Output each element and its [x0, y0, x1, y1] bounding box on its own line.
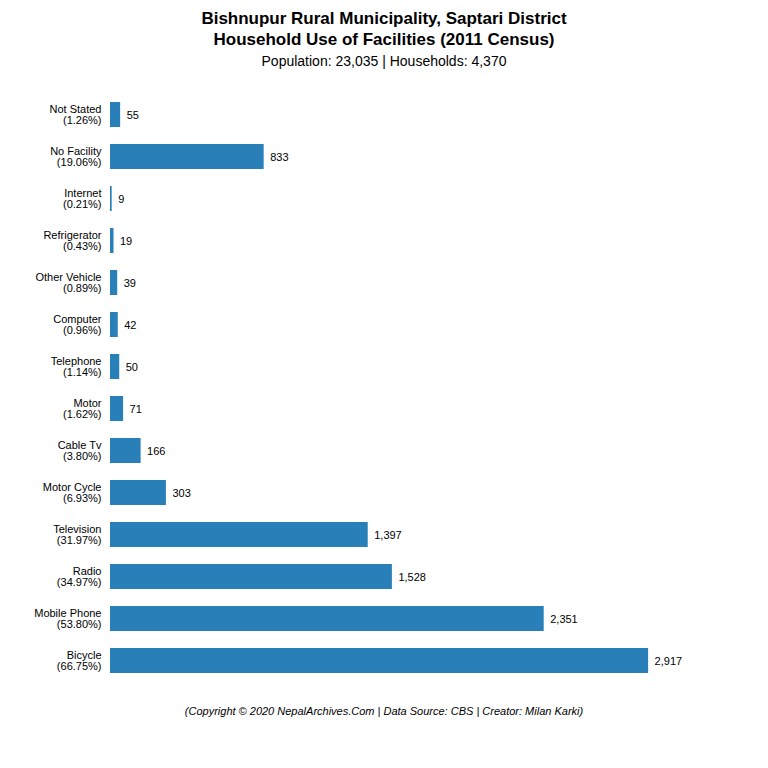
svg-text:39: 39: [124, 276, 136, 288]
svg-text:Computer(0.96%): Computer(0.96%): [53, 313, 102, 336]
svg-text:Telephone(1.14%): Telephone(1.14%): [51, 355, 102, 378]
html-text:Bishnupur Rural Municipality,: Bishnupur Rural Municipality, Saptari Di…: [201, 9, 567, 50]
svg-text:Refrigerator(0.43%): Refrigerator(0.43%): [43, 229, 101, 252]
svg-text:9: 9: [118, 192, 124, 204]
svg-text:166: 166: [147, 444, 165, 456]
svg-text:1,397: 1,397: [374, 528, 402, 540]
svg-text:833: 833: [270, 150, 288, 162]
svg-text:Internet(0.21%): Internet(0.21%): [63, 187, 102, 210]
svg-text:71: 71: [130, 402, 142, 414]
html-text:(Copyright © 2020 NepalArchive: (Copyright © 2020 NepalArchives.Com | Da…: [184, 704, 584, 717]
svg-text:Motor Cycle(6.93%): Motor Cycle(6.93%): [43, 481, 102, 504]
svg-text:303: 303: [172, 486, 190, 498]
svg-text:50: 50: [126, 360, 138, 372]
svg-text:2,917: 2,917: [655, 654, 683, 666]
svg-text:Bicycle(66.75%): Bicycle(66.75%): [57, 649, 102, 672]
svg-text:42: 42: [124, 318, 136, 330]
svg-text:Television(31.97%): Television(31.97%): [53, 523, 101, 546]
svg-text:Not Stated(1.26%): Not Stated(1.26%): [50, 103, 102, 126]
svg-text:Cable Tv(3.80%): Cable Tv(3.80%): [58, 439, 102, 462]
svg-text:No Facility(19.06%): No Facility(19.06%): [50, 145, 102, 168]
svg-text:2,351: 2,351: [550, 612, 578, 624]
svg-text:1,528: 1,528: [398, 570, 426, 582]
html-text:Population: 23,035 | Household: Population: 23,035 | Households: 4,370: [261, 52, 507, 69]
svg-text:55: 55: [127, 108, 139, 120]
svg-text:19: 19: [120, 234, 132, 246]
svg-text:Motor(1.62%): Motor(1.62%): [63, 397, 102, 420]
svg-text:Mobile Phone(53.80%): Mobile Phone(53.80%): [34, 607, 101, 630]
svg-text:Other Vehicle(0.89%): Other Vehicle(0.89%): [35, 271, 101, 294]
svg-text:Radio(34.97%): Radio(34.97%): [57, 565, 102, 588]
